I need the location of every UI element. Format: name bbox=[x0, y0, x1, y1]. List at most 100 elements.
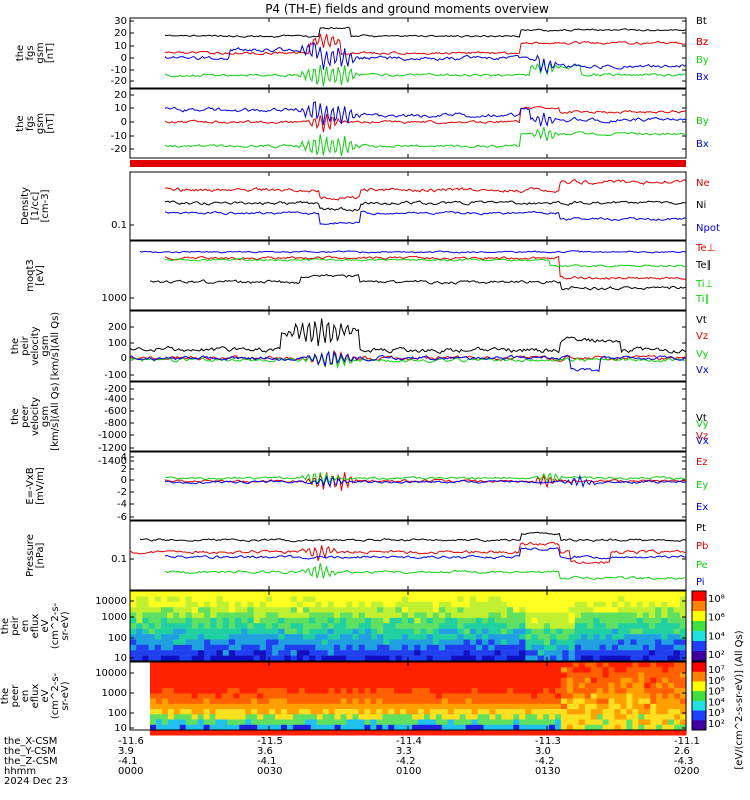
heatmap-cell bbox=[310, 677, 318, 684]
heatmap-cell bbox=[198, 650, 205, 656]
heatmap-cell bbox=[406, 672, 413, 678]
heatmap-cell bbox=[287, 682, 294, 689]
heatmap-cell bbox=[648, 617, 656, 624]
heatmap-cell bbox=[414, 639, 421, 646]
heatmap-cell bbox=[309, 634, 316, 640]
heatmap-cell bbox=[161, 662, 169, 668]
colorbar-segment bbox=[692, 641, 706, 652]
y-axis-label-line: gsm bbox=[35, 42, 46, 63]
heatmap-cell bbox=[328, 682, 336, 689]
heatmap-cell bbox=[247, 591, 255, 597]
heatmap-cell bbox=[154, 628, 162, 635]
heatmap-cell bbox=[581, 601, 588, 608]
heatmap-cell bbox=[160, 650, 168, 656]
legend-pt: Pt bbox=[696, 523, 706, 534]
heatmap-cell bbox=[525, 672, 532, 678]
heatmap-cell bbox=[287, 662, 294, 668]
heatmap-cell bbox=[284, 612, 292, 619]
heatmap-cell bbox=[618, 612, 625, 619]
heatmap-cell bbox=[624, 601, 631, 608]
heatmap-cell bbox=[602, 662, 610, 668]
heatmap-cell bbox=[581, 650, 588, 656]
heatmap-cell bbox=[549, 672, 556, 678]
heatmap-cell bbox=[642, 601, 650, 608]
heatmap-cell bbox=[167, 601, 174, 608]
heatmap-cell bbox=[578, 662, 586, 668]
heatmap-cell bbox=[401, 596, 409, 602]
heatmap-cell bbox=[257, 682, 264, 689]
heatmap-cell bbox=[316, 677, 324, 684]
heatmap-cell bbox=[469, 607, 477, 613]
heatmap-cell bbox=[673, 596, 681, 602]
heatmap-cell bbox=[259, 628, 267, 635]
heatmap-cell bbox=[495, 709, 502, 715]
heatmap-cell bbox=[167, 714, 175, 720]
heatmap-cell bbox=[593, 623, 601, 629]
heatmap-cell bbox=[429, 719, 437, 725]
heatmap-cell bbox=[296, 617, 304, 624]
heatmap-cell bbox=[247, 601, 255, 608]
heatmap-cell bbox=[537, 617, 545, 624]
heatmap-cell bbox=[136, 655, 143, 662]
heatmap-cell bbox=[233, 698, 240, 705]
heatmap-cell bbox=[679, 617, 687, 624]
heatmap-cell bbox=[221, 667, 229, 673]
heatmap-cell bbox=[593, 591, 601, 597]
heatmap-cell bbox=[620, 688, 628, 694]
heatmap-cell bbox=[227, 730, 234, 736]
heatmap-cell bbox=[476, 596, 483, 602]
heatmap-cell bbox=[578, 688, 586, 694]
heatmap-cell bbox=[370, 709, 377, 715]
heatmap-cell bbox=[275, 688, 282, 694]
y-tick-label: -600 bbox=[104, 406, 127, 417]
heatmap-cell bbox=[655, 655, 662, 662]
heatmap-cell bbox=[476, 655, 483, 662]
heatmap-cell bbox=[655, 639, 662, 646]
heatmap-cell bbox=[566, 719, 574, 725]
heatmap-cell bbox=[377, 591, 384, 597]
heatmap-cell bbox=[382, 662, 389, 668]
heatmap-cell bbox=[401, 623, 409, 629]
heatmap-cell bbox=[426, 655, 434, 662]
heatmap-cell bbox=[414, 650, 421, 656]
heatmap-cell bbox=[424, 730, 431, 736]
heatmap-cell bbox=[328, 672, 336, 678]
heatmap-cell bbox=[150, 688, 157, 694]
heatmap-cell bbox=[233, 667, 240, 673]
heatmap-cell bbox=[241, 612, 248, 619]
heatmap-cell bbox=[650, 662, 657, 668]
heatmap-cell bbox=[549, 677, 556, 684]
y-tick-label: -200 bbox=[104, 384, 127, 395]
legend-bz: Bz bbox=[696, 37, 708, 48]
heatmap-cell bbox=[222, 607, 230, 613]
heatmap-cell bbox=[315, 607, 323, 613]
heatmap-cell bbox=[150, 672, 157, 678]
heatmap-cell bbox=[310, 672, 318, 678]
heatmap-cell bbox=[136, 644, 143, 651]
heatmap-cell bbox=[298, 724, 306, 731]
heatmap-cell bbox=[574, 639, 582, 646]
heatmap-cell bbox=[364, 607, 372, 613]
heatmap-cell bbox=[370, 628, 378, 635]
heatmap-cell bbox=[309, 612, 316, 619]
heatmap-cell bbox=[235, 591, 242, 597]
heatmap-cell bbox=[662, 672, 669, 678]
heatmap-cell bbox=[673, 628, 681, 635]
y-axis-label-line: sr-eV) bbox=[60, 611, 71, 640]
heatmap-cell bbox=[662, 703, 669, 710]
heatmap-cell bbox=[322, 730, 330, 736]
heatmap-cell bbox=[185, 591, 193, 597]
heatmap-cell bbox=[389, 644, 397, 651]
heatmap-cell bbox=[447, 724, 455, 731]
heatmap-cell bbox=[241, 607, 248, 613]
heatmap-cell bbox=[572, 662, 580, 668]
heatmap-cell bbox=[290, 628, 298, 635]
heatmap-cell bbox=[457, 591, 465, 597]
y-tick-label: 10000 bbox=[95, 596, 127, 607]
series-line-te_par bbox=[149, 273, 687, 291]
heatmap-cell bbox=[519, 682, 526, 689]
heatmap-cell bbox=[278, 650, 286, 656]
heatmap-cell bbox=[370, 714, 377, 720]
heatmap-cell bbox=[489, 662, 497, 668]
